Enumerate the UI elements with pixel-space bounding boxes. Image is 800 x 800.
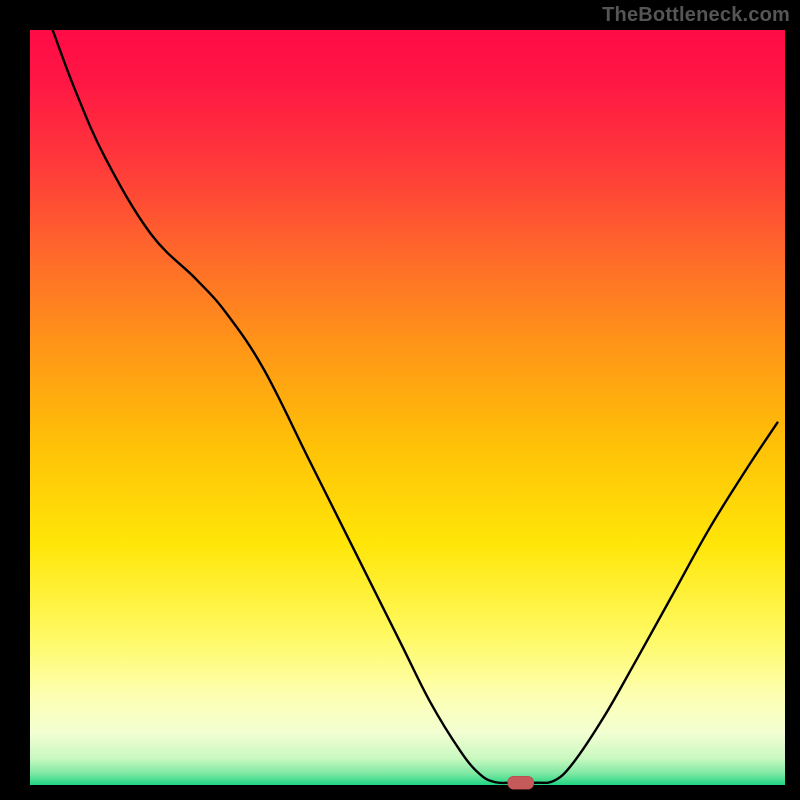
chart-container: TheBottleneck.com xyxy=(0,0,800,800)
plot-background xyxy=(30,30,785,785)
watermark-text: TheBottleneck.com xyxy=(602,4,790,27)
bottleneck-curve-chart xyxy=(0,0,800,800)
optimal-marker xyxy=(508,776,534,789)
